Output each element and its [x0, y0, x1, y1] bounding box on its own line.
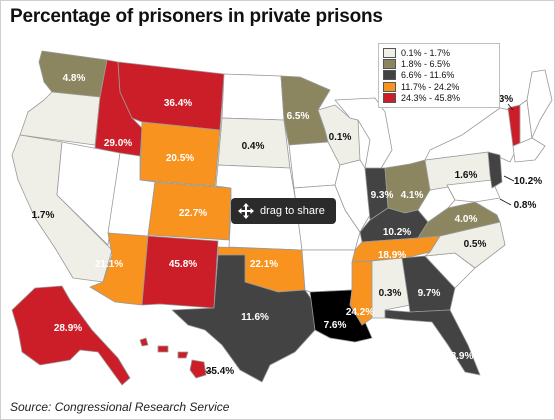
label-tn: 18.9% — [378, 250, 406, 261]
legend-item: 11.7% - 24.2% — [383, 81, 495, 92]
label-ak: 28.9% — [54, 323, 82, 334]
legend-item: 24.3% - 45.8% — [383, 93, 495, 104]
label-wy: 20.5% — [166, 153, 194, 164]
state-wy — [139, 121, 221, 187]
label-wi: 0.1% — [329, 132, 352, 143]
map-title: Percentage of prisoners in private priso… — [10, 6, 383, 27]
legend-label: 0.1% - 1.7% — [401, 47, 451, 58]
label-ky: 10.2% — [383, 227, 411, 238]
leader-hi — [204, 370, 214, 373]
state-ar — [301, 249, 356, 293]
state-md — [446, 179, 501, 203]
label-oh: 4.1% — [401, 190, 424, 201]
label-nm: 45.8% — [169, 259, 197, 270]
state-ma — [512, 137, 546, 163]
legend-label: 24.3% - 45.8% — [401, 93, 461, 104]
legend-swatch — [383, 81, 396, 92]
legend-item: 1.8% - 6.5% — [383, 58, 495, 70]
label-va: 4.0% — [455, 214, 478, 225]
label-nj: 10.2% — [514, 176, 542, 187]
label-tx: 11.6% — [241, 312, 269, 323]
label-wa: 4.8% — [63, 73, 86, 84]
state-nm — [141, 235, 219, 309]
label-id: 29.0% — [104, 138, 132, 149]
label-hi: 35.4% — [206, 366, 234, 377]
state-ga — [401, 255, 456, 313]
state-fl — [384, 309, 481, 376]
label-la: 7.6% — [324, 320, 347, 331]
label-mn: 6.5% — [287, 111, 310, 122]
label-ga: 9.7% — [418, 288, 441, 299]
label-ca: 1.7% — [32, 210, 55, 221]
source-note: Source: Congressional Research Service — [10, 400, 230, 414]
label-ms: 24.2% — [346, 307, 374, 318]
drag-to-share-button[interactable]: drag to share — [231, 198, 336, 224]
legend-swatch — [383, 93, 396, 104]
legend-item: 6.6% - 11.6% — [383, 70, 495, 81]
label-md: 0.8% — [514, 200, 537, 211]
label-nc: 0.5% — [464, 239, 487, 250]
label-sd: 0.4% — [242, 141, 265, 152]
label-pa: 1.6% — [455, 170, 478, 181]
state-ak — [11, 285, 131, 386]
state-tx — [171, 254, 316, 383]
label-co: 22.7% — [179, 208, 207, 219]
legend-label: 6.6% - 11.6% — [401, 70, 455, 81]
label-al: 0.3% — [379, 288, 402, 299]
state-nd — [221, 73, 285, 121]
leader-md — [499, 198, 512, 206]
label-fl: 8.9% — [451, 351, 474, 362]
legend-label: 11.7% - 24.2% — [401, 81, 460, 92]
label-ok: 22.1% — [250, 259, 278, 270]
state-nj — [487, 151, 503, 189]
state-nv — [56, 141, 121, 246]
leader-vt — [507, 103, 514, 111]
legend-label: 1.8% - 6.5% — [401, 59, 451, 70]
legend-swatch — [383, 59, 396, 70]
legend-swatch — [383, 70, 396, 81]
legend: 0.1% - 1.7% 1.8% - 6.5% 6.6% - 11.6% 11.… — [378, 43, 500, 108]
legend-swatch — [383, 47, 396, 58]
legend-item: 0.1% - 1.7% — [383, 47, 495, 58]
move-arrows-icon — [238, 203, 254, 219]
drag-to-share-label: drag to share — [260, 205, 325, 217]
state-hi — [139, 337, 207, 379]
leader-nj — [503, 175, 515, 182]
label-in: 9.3% — [371, 190, 394, 201]
label-mt: 36.4% — [164, 98, 192, 109]
label-az: 21.1% — [95, 259, 123, 270]
state-me — [526, 69, 553, 139]
state-il — [334, 159, 371, 233]
state-ny — [424, 107, 516, 163]
